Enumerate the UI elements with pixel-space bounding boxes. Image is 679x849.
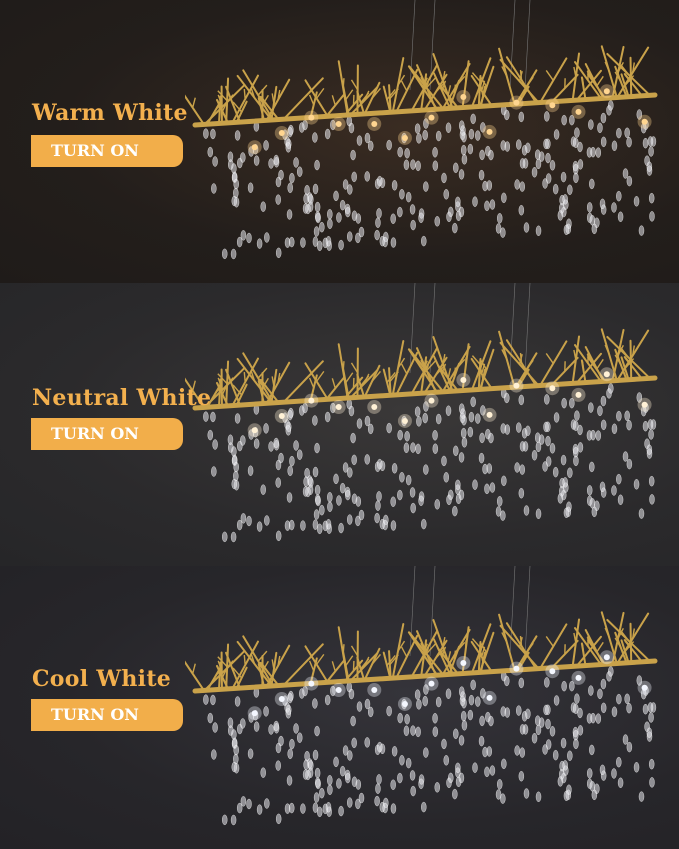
neutral-white-title: Neutral White (32, 385, 212, 411)
warm-white-title: Warm White (32, 100, 188, 126)
cool-white-panel: Cool White TURN ON (0, 566, 679, 849)
warm-white-panel: Warm White TURN ON (0, 0, 679, 283)
warm-white-turn-on-button[interactable]: TURN ON (31, 135, 183, 167)
cool-white-turn-on-button[interactable]: TURN ON (31, 699, 183, 731)
neutral-white-panel: Neutral White TURN ON (0, 283, 679, 566)
chandelier-image (185, 0, 658, 260)
chandelier-image (185, 566, 658, 826)
cool-white-title: Cool White (32, 666, 172, 692)
chandelier-image (185, 283, 658, 543)
neutral-white-turn-on-button[interactable]: TURN ON (31, 418, 183, 450)
